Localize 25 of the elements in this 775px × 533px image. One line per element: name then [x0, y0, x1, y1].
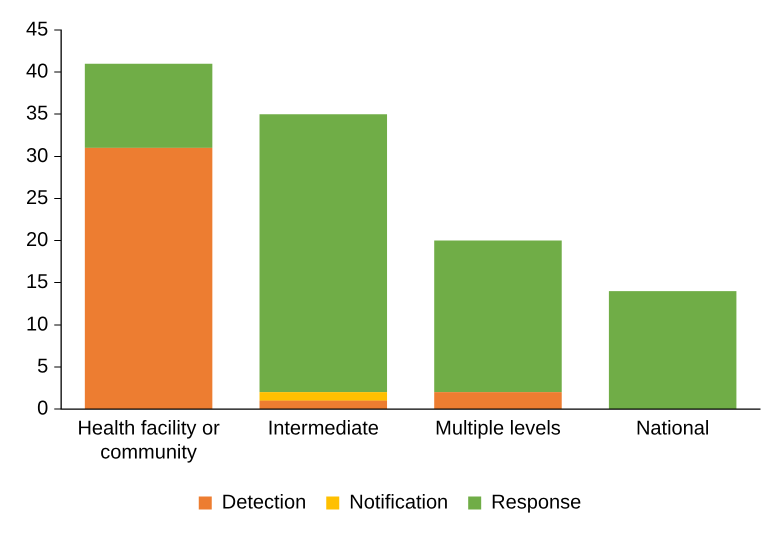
bar: [84, 64, 212, 148]
y-tick-label: 15: [26, 271, 48, 294]
x-tick-label: National: [636, 418, 710, 440]
y-tick-label: 0: [37, 398, 48, 420]
y-tick-label: 45: [26, 18, 48, 41]
y-tick-label: 5: [37, 355, 48, 378]
legend-label: Detection: [222, 492, 306, 514]
legend-label: Notification: [349, 492, 448, 514]
bar: [434, 392, 562, 408]
legend-label: Response: [491, 492, 582, 514]
x-tick-label: Intermediate: [268, 418, 379, 440]
y-tick-label: 10: [26, 313, 48, 336]
bar: [84, 148, 212, 408]
y-tick-label: 25: [26, 186, 48, 209]
bar: [434, 240, 562, 392]
bar: [608, 291, 736, 408]
y-tick-label: 30: [26, 144, 48, 167]
bar: [260, 114, 388, 392]
bar: [260, 400, 388, 408]
y-tick-label: 40: [26, 60, 48, 83]
y-tick-label: 20: [26, 229, 48, 252]
y-tick-label: 35: [26, 102, 48, 125]
x-tick-label: Health facility or community: [77, 418, 220, 464]
x-tick-label: Multiple levels: [435, 418, 561, 440]
bar: [260, 392, 388, 401]
